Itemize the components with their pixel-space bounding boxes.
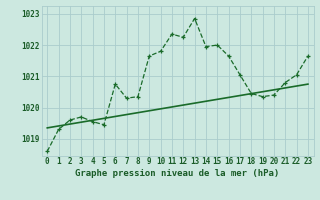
X-axis label: Graphe pression niveau de la mer (hPa): Graphe pression niveau de la mer (hPa) [76,169,280,178]
